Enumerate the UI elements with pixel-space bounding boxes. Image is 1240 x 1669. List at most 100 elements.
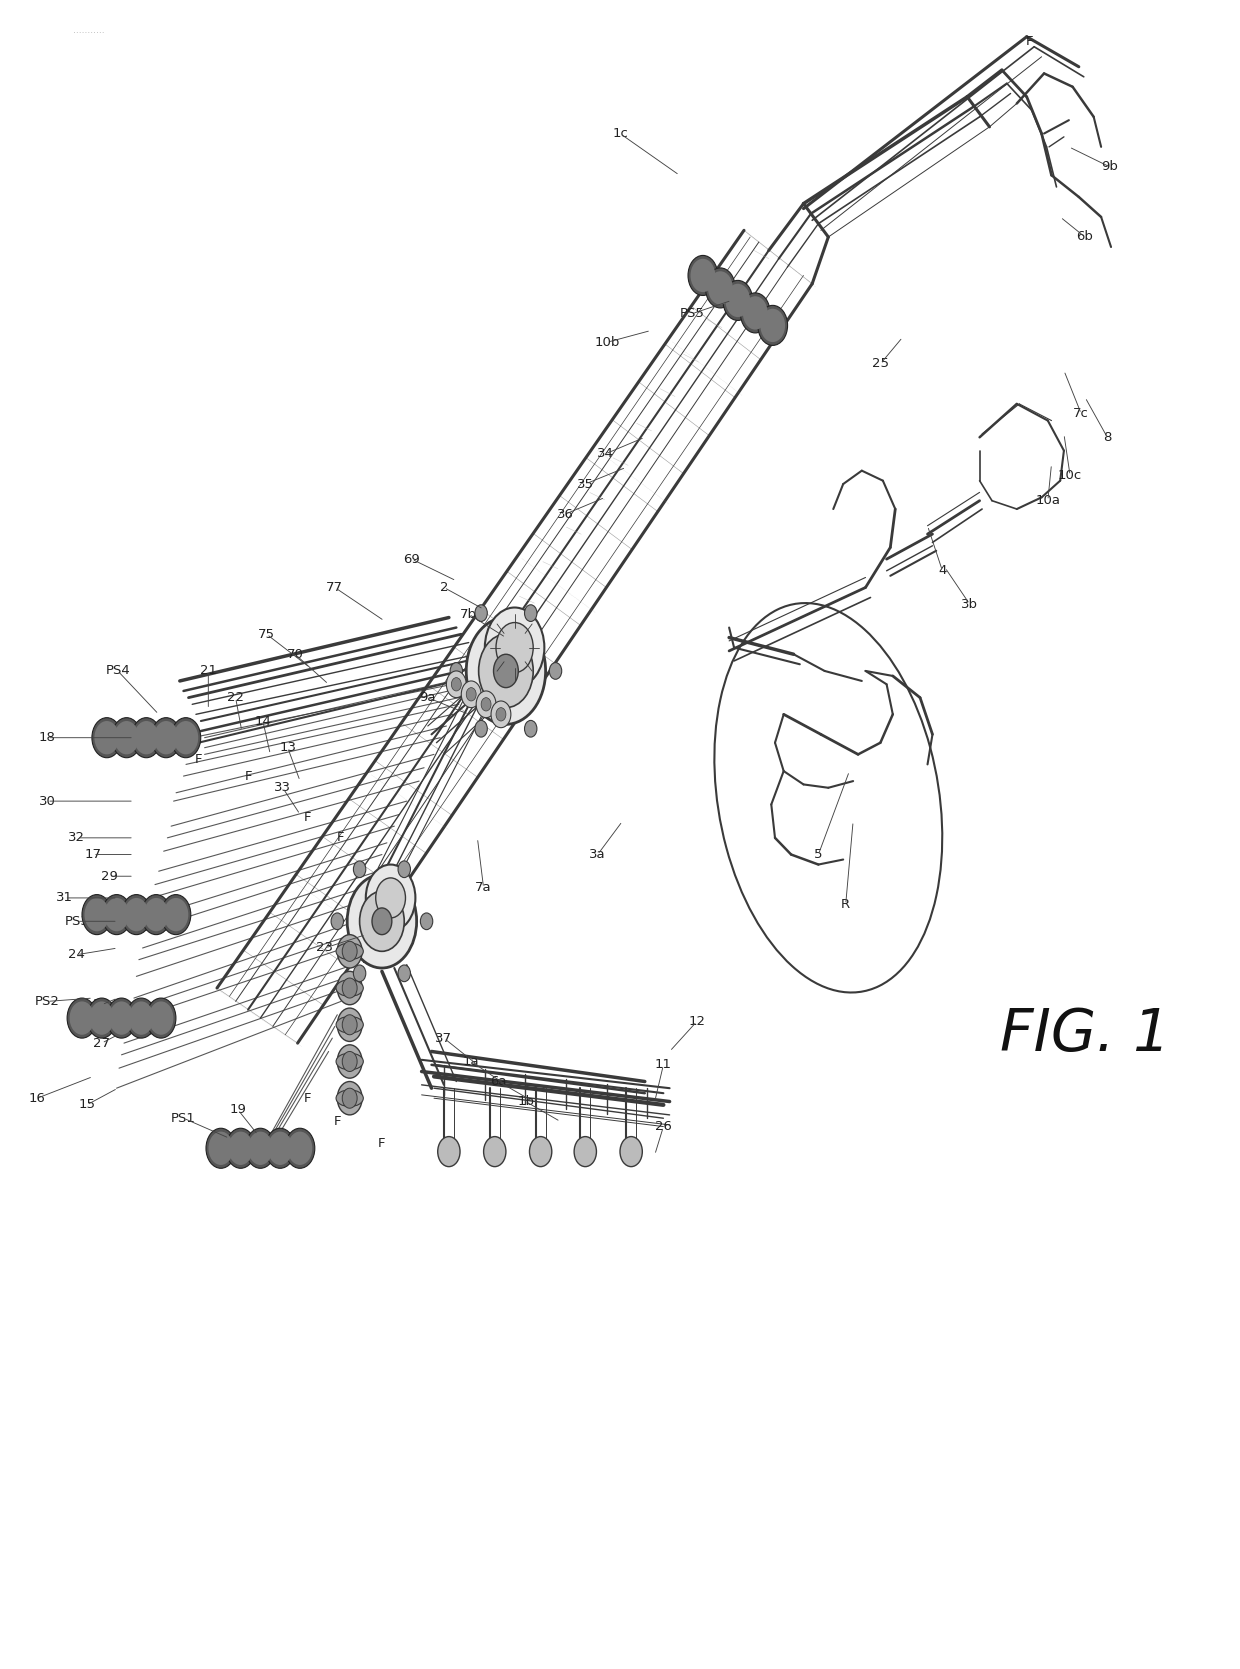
Text: 75: 75 [258,628,275,641]
Circle shape [161,895,191,935]
Circle shape [450,663,463,679]
Circle shape [126,998,156,1038]
Circle shape [481,698,491,711]
Circle shape [248,1132,273,1165]
Circle shape [353,965,366,981]
Circle shape [740,292,770,332]
Circle shape [758,305,787,345]
Text: ...........: ........... [73,25,105,35]
Circle shape [420,913,433,930]
Text: 2: 2 [440,581,448,594]
Text: 1a: 1a [463,1055,480,1068]
Text: 1c: 1c [613,127,627,140]
Text: 14: 14 [254,714,272,728]
Circle shape [171,718,201,758]
Text: 20: 20 [262,1132,279,1145]
Circle shape [112,718,141,758]
Circle shape [69,1001,94,1035]
Circle shape [723,280,753,320]
Text: 70: 70 [286,648,304,661]
Circle shape [461,681,481,708]
Text: 11: 11 [655,1058,672,1071]
Text: 8: 8 [1104,431,1111,444]
Circle shape [226,1128,255,1168]
Circle shape [691,259,715,292]
Text: F: F [378,1137,386,1150]
Circle shape [149,1001,174,1035]
Text: 25: 25 [872,357,889,371]
Text: 6a: 6a [490,1075,507,1088]
Ellipse shape [336,943,363,960]
Circle shape [485,608,544,688]
Circle shape [466,618,546,724]
Circle shape [760,309,785,342]
Text: 9a: 9a [419,691,436,704]
Text: 24: 24 [68,948,86,961]
Circle shape [151,718,181,758]
Circle shape [141,895,171,935]
Circle shape [288,1132,312,1165]
Text: 36: 36 [557,507,574,521]
Text: 7a: 7a [475,881,492,895]
Circle shape [122,895,151,935]
Circle shape [104,898,129,931]
Text: 6b: 6b [1076,230,1094,244]
Circle shape [87,998,117,1038]
Text: 23: 23 [316,941,334,955]
Circle shape [360,891,404,951]
Circle shape [67,998,97,1038]
Circle shape [708,272,733,305]
Circle shape [491,701,511,728]
Circle shape [331,913,343,930]
Circle shape [109,1001,134,1035]
Circle shape [337,1045,362,1078]
Text: 33: 33 [274,781,291,794]
Circle shape [475,604,487,621]
Text: 26: 26 [655,1120,672,1133]
Text: 13: 13 [279,741,296,754]
Text: F: F [1025,35,1033,48]
Circle shape [337,971,362,1005]
Text: 29: 29 [100,870,118,883]
Text: F: F [304,811,311,824]
Circle shape [174,721,198,754]
Text: 35: 35 [577,477,594,491]
Circle shape [208,1132,233,1165]
Text: 7b: 7b [460,608,477,621]
Circle shape [496,708,506,721]
Circle shape [114,721,139,754]
Text: 9b: 9b [1101,160,1118,174]
Circle shape [131,718,161,758]
Circle shape [496,623,533,673]
Text: 10a: 10a [1035,494,1060,507]
Circle shape [84,898,109,931]
Text: 3b: 3b [961,598,978,611]
Text: 3a: 3a [589,848,606,861]
Circle shape [146,998,176,1038]
Circle shape [337,1008,362,1041]
Text: 27: 27 [93,1036,110,1050]
Text: PS4: PS4 [105,664,130,678]
Circle shape [725,284,750,317]
Circle shape [342,978,357,998]
Text: 77: 77 [326,581,343,594]
Text: 18: 18 [38,731,56,744]
Text: 17: 17 [84,848,102,861]
Text: 21: 21 [200,664,217,678]
Text: 19: 19 [229,1103,247,1117]
Circle shape [144,898,169,931]
Text: F: F [334,1115,341,1128]
Circle shape [129,1001,154,1035]
Circle shape [529,1137,552,1167]
Text: PS2: PS2 [35,995,60,1008]
Circle shape [92,718,122,758]
Text: 32: 32 [68,831,86,845]
Circle shape [549,663,562,679]
Circle shape [525,604,537,621]
Ellipse shape [336,980,363,996]
Circle shape [206,1128,236,1168]
Text: PS1: PS1 [171,1112,196,1125]
Text: 4: 4 [939,564,946,577]
Ellipse shape [336,1053,363,1070]
Ellipse shape [336,1090,363,1107]
